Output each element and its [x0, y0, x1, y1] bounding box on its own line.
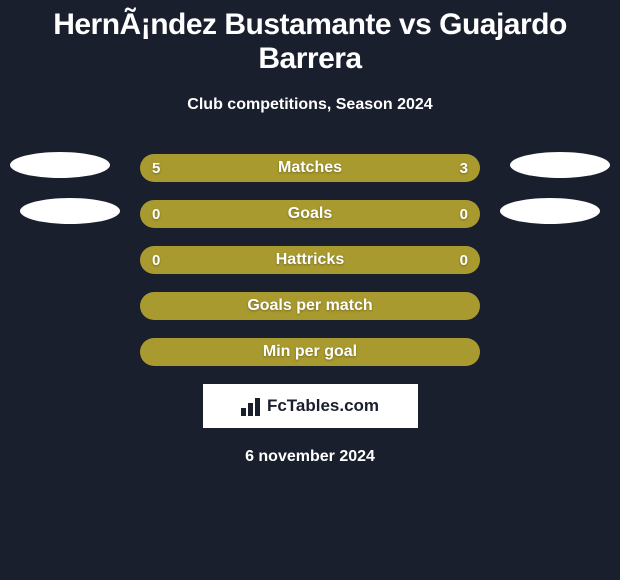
stat-label: Goals [288, 205, 332, 223]
stat-row: 0 Hattricks 0 [0, 246, 620, 274]
chart-icon [241, 396, 263, 416]
logo[interactable]: FcTables.com [203, 384, 418, 428]
left-marker-icon [20, 198, 120, 224]
stat-bar: 0 Goals 0 [140, 200, 480, 228]
stat-left-value: 0 [152, 206, 160, 223]
stat-right-value: 0 [460, 206, 468, 223]
stat-bar: 5 Matches 3 [140, 154, 480, 182]
stat-row: Min per goal [0, 338, 620, 366]
stat-left-value: 0 [152, 252, 160, 269]
stat-row: Goals per match [0, 292, 620, 320]
right-marker-icon [510, 152, 610, 178]
stat-label: Hattricks [276, 251, 344, 269]
page-title: HernÃ¡ndez Bustamante vs Guajardo Barrer… [0, 0, 620, 76]
stat-bar: Min per goal [140, 338, 480, 366]
stats-container: 5 Matches 3 0 Goals 0 0 Hattricks 0 Goal… [0, 154, 620, 366]
stat-row: 5 Matches 3 [0, 154, 620, 182]
stat-label: Goals per match [247, 297, 372, 315]
stat-row: 0 Goals 0 [0, 200, 620, 228]
stat-right-value: 3 [460, 160, 468, 177]
right-marker-icon [500, 198, 600, 224]
stat-label: Matches [278, 159, 342, 177]
subtitle: Club competitions, Season 2024 [0, 96, 620, 114]
stat-label: Min per goal [263, 343, 357, 361]
stat-bar: 0 Hattricks 0 [140, 246, 480, 274]
stat-right-value: 0 [460, 252, 468, 269]
left-marker-icon [10, 152, 110, 178]
date-label: 6 november 2024 [0, 448, 620, 466]
logo-text: FcTables.com [267, 396, 379, 416]
stat-bar: Goals per match [140, 292, 480, 320]
stat-left-value: 5 [152, 160, 160, 177]
